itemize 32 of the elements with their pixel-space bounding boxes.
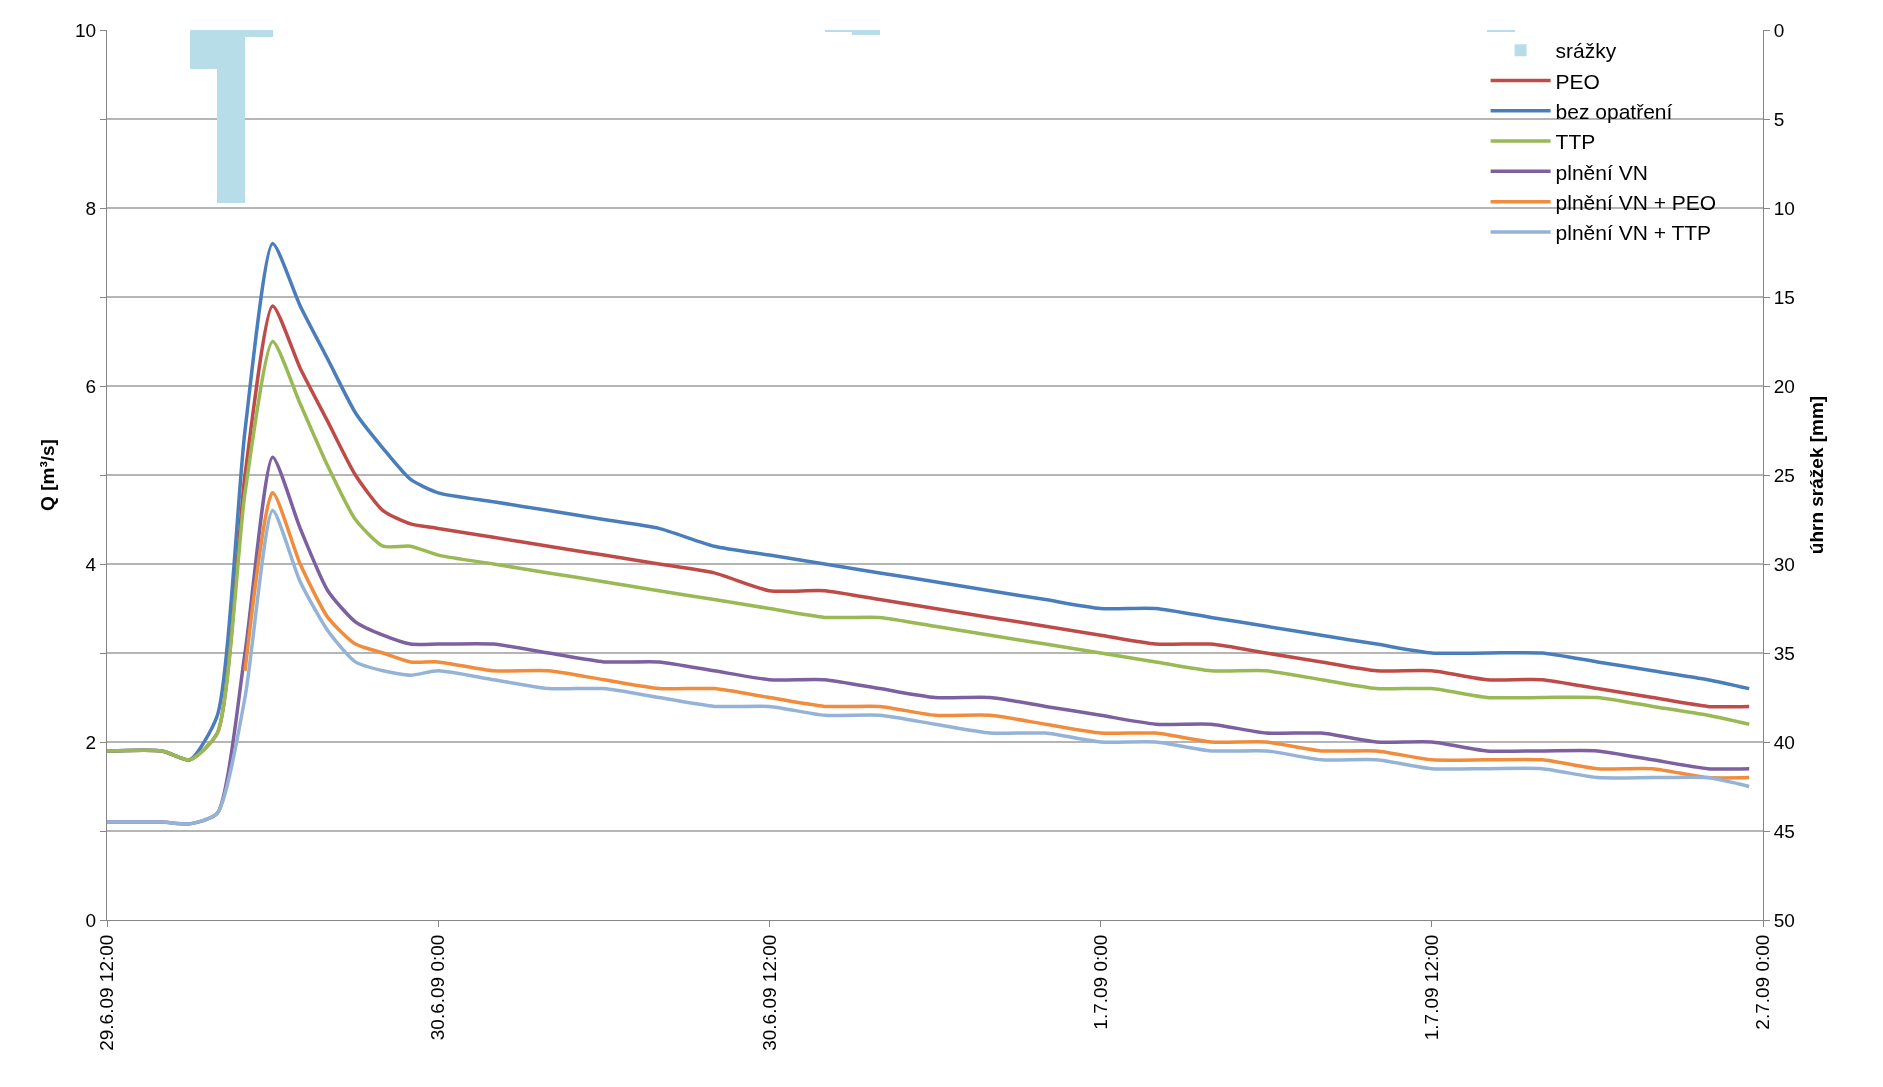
legend-label: plnění VN + TTP — [1555, 221, 1712, 245]
y2-tick-label: 5 — [1773, 108, 1785, 130]
legend-label: srážky — [1555, 39, 1617, 63]
y-tick-label: 8 — [85, 197, 97, 219]
x-tick-label: 30.6.09 0:00 — [427, 934, 449, 1041]
y-tick-label: 4 — [85, 553, 97, 575]
y2-tick-label: 30 — [1773, 553, 1795, 575]
y2-tick-label: 35 — [1773, 642, 1795, 664]
y-axis-title: Q [m³/s] — [36, 439, 58, 511]
y2-tick-label: 50 — [1773, 909, 1795, 931]
legend-label: TTP — [1555, 130, 1596, 154]
x-tick-label: 30.6.09 12:00 — [758, 934, 780, 1051]
y-tick-label: 6 — [85, 375, 97, 397]
y-tick-label: 2 — [85, 731, 97, 753]
legend-label: bez opatření — [1555, 99, 1673, 123]
legend-label: plnění VN + PEO — [1555, 190, 1717, 214]
x-tick-label: 1.7.09 12:00 — [1420, 934, 1442, 1041]
x-tick-label: 29.6.09 12:00 — [96, 934, 118, 1051]
y-tick-label: 10 — [75, 19, 97, 41]
legend-label: PEO — [1555, 69, 1600, 93]
y2-tick-label: 25 — [1773, 464, 1795, 486]
y2-tick-label: 10 — [1773, 197, 1795, 219]
legend-label: plnění VN — [1555, 160, 1648, 184]
y-tick-label: 0 — [85, 909, 97, 931]
y2-tick-label: 45 — [1773, 820, 1795, 842]
y2-tick-label: 20 — [1773, 375, 1795, 397]
y2-tick-label: 0 — [1773, 19, 1785, 41]
y2-tick-label: 15 — [1773, 286, 1795, 308]
y2-axis-title: úhrn srážek [mm] — [1805, 395, 1827, 555]
x-tick-label: 1.7.09 0:00 — [1089, 934, 1111, 1030]
y2-tick-label: 40 — [1773, 731, 1795, 753]
x-tick-label: 2.7.09 0:00 — [1752, 934, 1774, 1030]
